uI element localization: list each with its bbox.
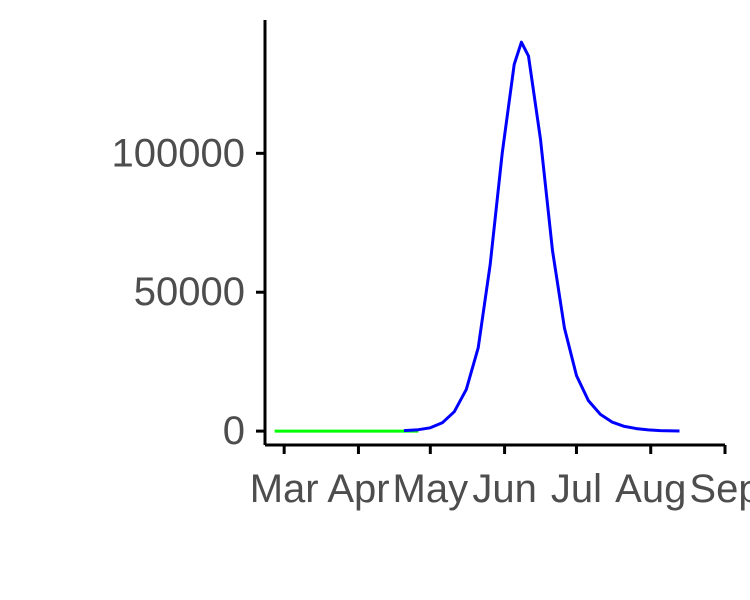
x-tick-label: Jun <box>472 467 537 511</box>
series-line-1 <box>403 40 680 433</box>
x-tick-label: May <box>393 467 469 511</box>
plot-area <box>274 40 680 433</box>
x-tick-label: Jul <box>551 467 602 511</box>
x-tick-label: Aug <box>615 467 686 511</box>
y-tick-label: 0 <box>223 409 245 453</box>
x-tick-label: Sep <box>689 467 750 511</box>
y-tick-label: 50000 <box>134 270 245 314</box>
y-tick-label: 100000 <box>112 131 245 175</box>
x-tick-label: Mar <box>250 467 319 511</box>
axes: 0 50000 100000 Mar Apr May Jun Jul Aug Sep <box>112 20 750 511</box>
x-tick-label: Apr <box>327 467 389 511</box>
